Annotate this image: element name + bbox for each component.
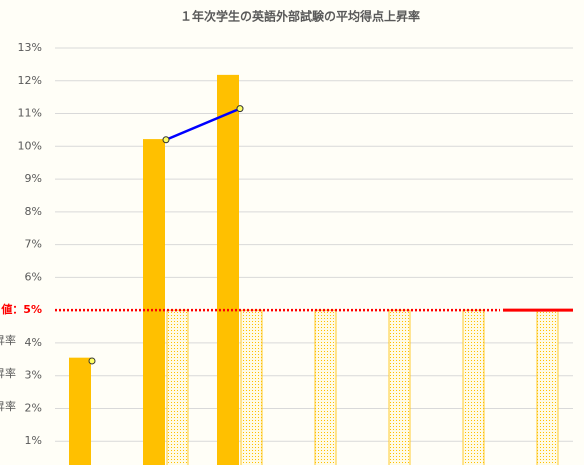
y-tick-label: 7% [25, 238, 42, 251]
y-tick-label: 9% [25, 172, 42, 185]
y-tick-label: 1% [25, 434, 42, 447]
y-tick-label: 8% [25, 205, 42, 218]
y-tick-label: 6% [25, 270, 42, 283]
side-label: 昇率 [0, 366, 16, 380]
hatched-bar [462, 309, 485, 465]
hatched-bar [166, 309, 189, 465]
line-marker [236, 105, 244, 113]
y-tick-label: 2% [25, 401, 42, 414]
line-marker [162, 136, 170, 144]
y-tick-label: 12% [18, 74, 42, 87]
hatched-bar [536, 309, 559, 465]
bar [69, 357, 91, 465]
y-tick-label: 13% [18, 41, 42, 54]
y-tick-label: 4% [25, 336, 42, 349]
side-label: 昇率 [0, 333, 16, 347]
reference-label: 値：5% [0, 302, 42, 316]
line-marker [88, 357, 96, 365]
y-tick-label: 3% [25, 369, 42, 382]
bar [143, 139, 165, 465]
hatched-bar [314, 309, 337, 465]
side-label: 昇率 [0, 399, 16, 413]
hatched-bar [240, 309, 263, 465]
y-tick-label: 11% [18, 107, 42, 120]
hatched-bar [388, 309, 411, 465]
chart-title: １年次学生の英語外部試験の平均得点上昇率 [180, 9, 420, 24]
bar [217, 74, 239, 465]
y-tick-label: 10% [18, 139, 42, 152]
line [165, 107, 241, 141]
